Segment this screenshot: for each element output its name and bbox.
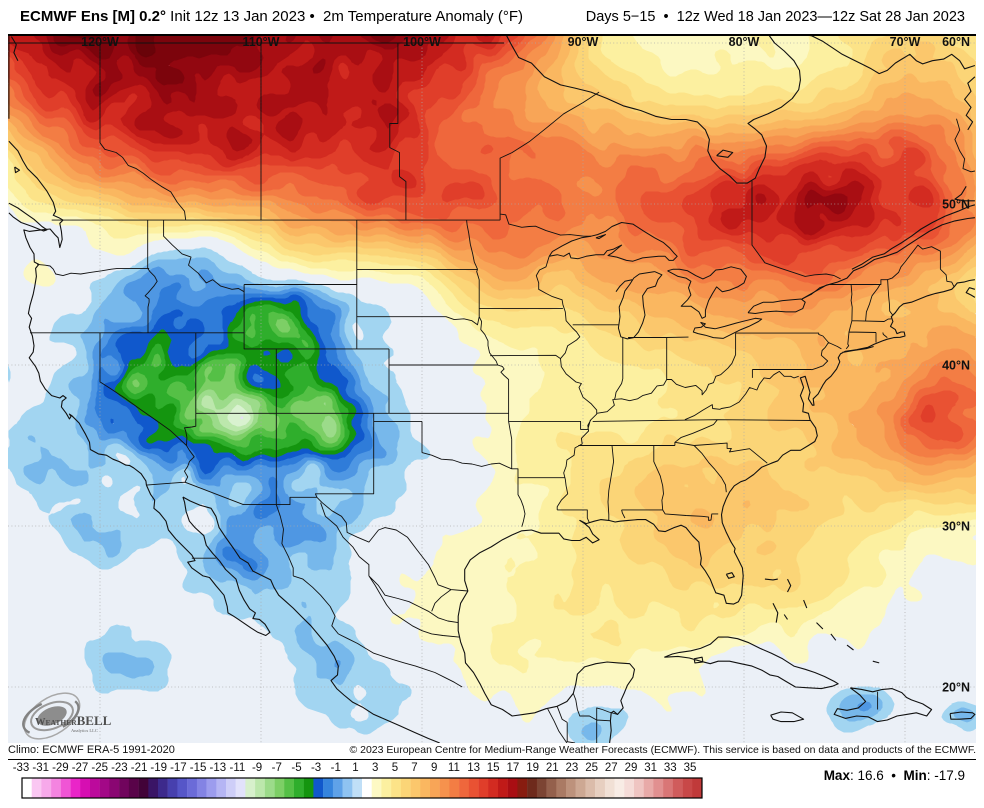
svg-text:20°N: 20°N <box>942 681 970 695</box>
svg-text:110°W: 110°W <box>243 35 280 49</box>
svg-text:100°W: 100°W <box>403 35 441 49</box>
svg-text:70°W: 70°W <box>890 35 921 49</box>
svg-text:40°N: 40°N <box>942 359 970 373</box>
svg-text:120°W: 120°W <box>81 35 119 49</box>
svg-text:90°W: 90°W <box>568 35 599 49</box>
svg-text:50°N: 50°N <box>942 198 970 212</box>
svg-text:80°W: 80°W <box>729 35 760 49</box>
svg-text:Analytics LLC: Analytics LLC <box>71 728 98 733</box>
svg-text:30°N: 30°N <box>942 520 970 534</box>
svg-text:60°N: 60°N <box>942 35 970 49</box>
